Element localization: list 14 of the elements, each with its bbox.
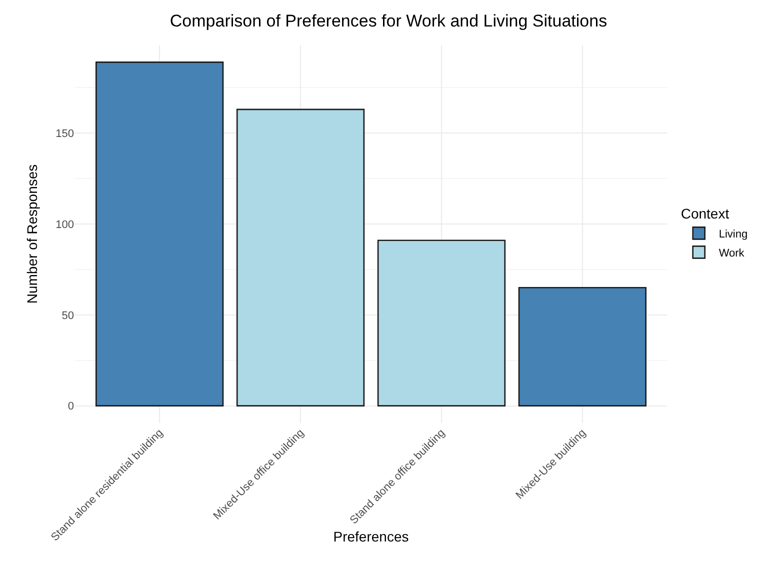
legend-label: Work <box>718 247 745 260</box>
y-tick-label: 100 <box>56 218 74 231</box>
x-axis-title: Preferences <box>333 528 409 545</box>
y-axis-title: Number of Responses <box>24 164 40 304</box>
bar <box>377 240 506 406</box>
bar <box>95 62 224 406</box>
legend-title: Context <box>680 206 730 222</box>
y-tick-label: 50 <box>62 310 74 322</box>
y-tick-label: 150 <box>56 128 74 140</box>
chart-title: Comparison of Preferences for Work and Living Situations <box>170 12 608 31</box>
bar <box>518 286 647 406</box>
bar <box>236 108 365 406</box>
legend-label: Living <box>718 228 748 240</box>
y-tick-label: 0 <box>68 400 74 413</box>
